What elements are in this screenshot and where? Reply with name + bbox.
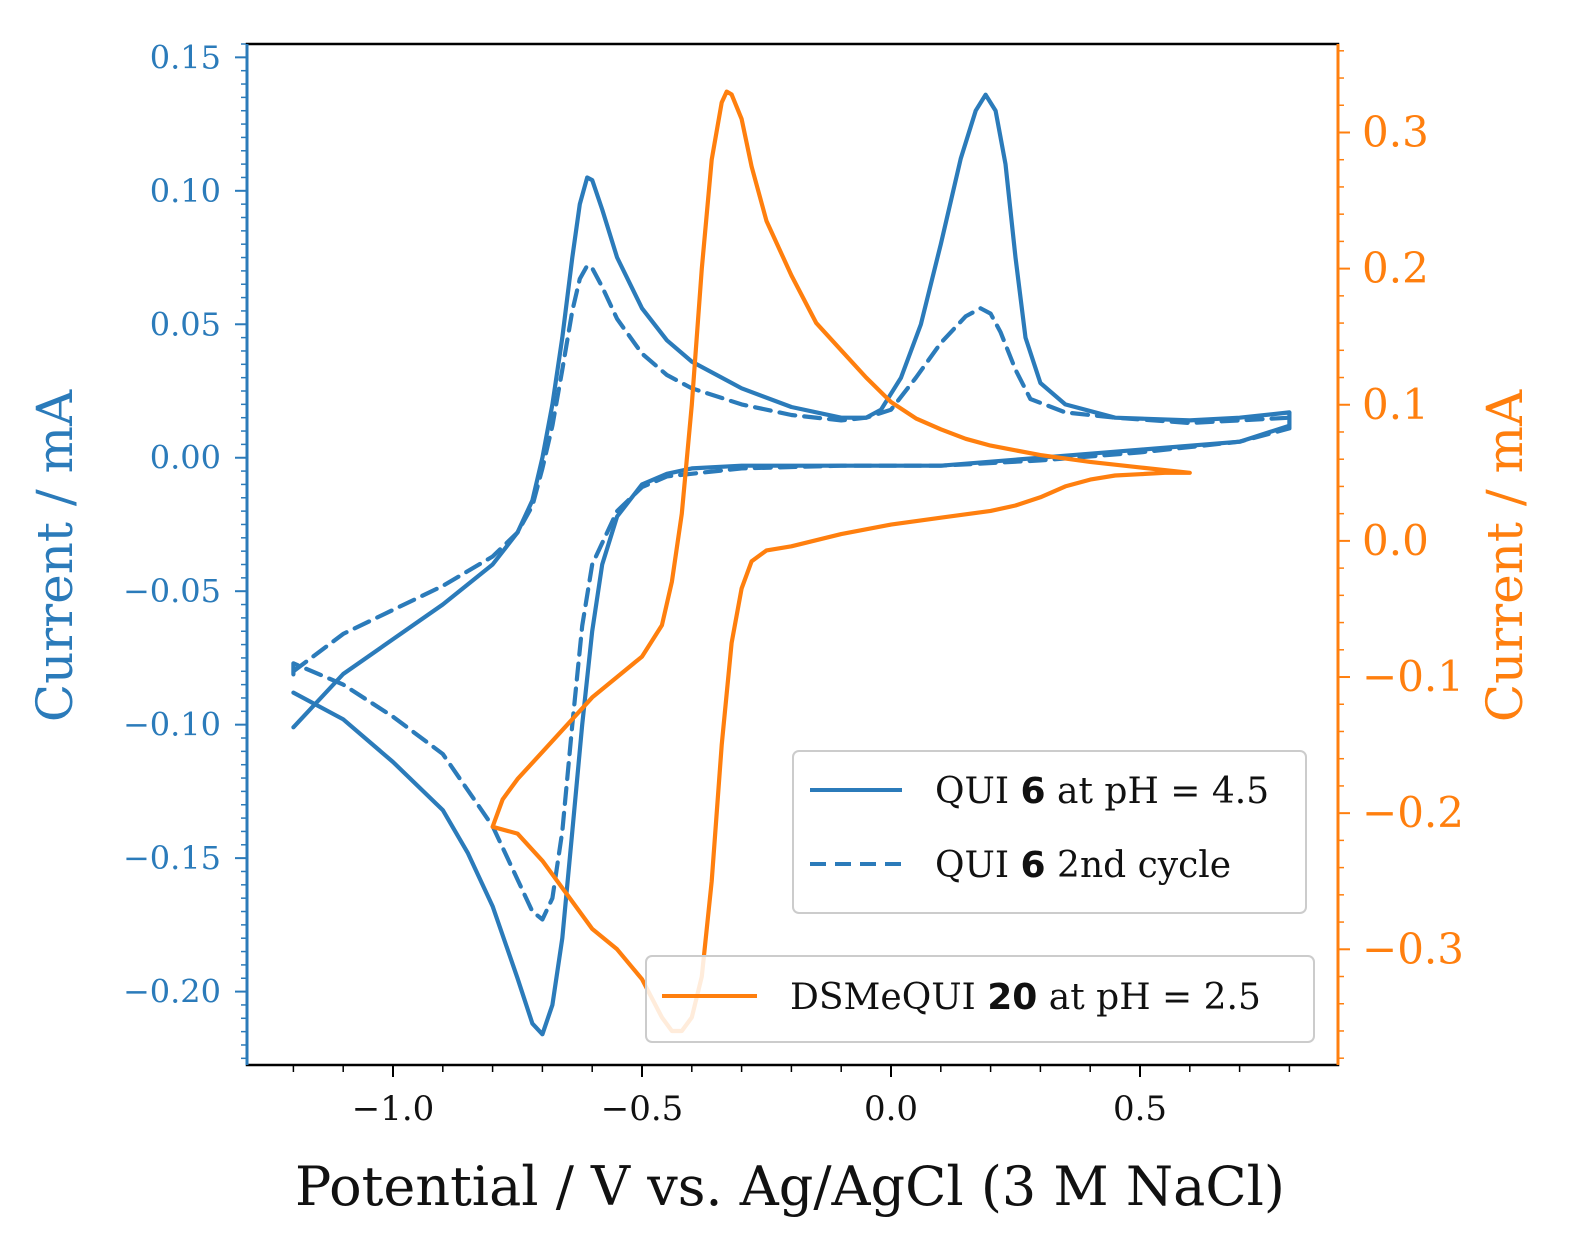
left-tick-label: −0.15	[123, 839, 221, 877]
x-tick-label: −0.5	[601, 1089, 684, 1129]
left-tick-label: 0.15	[150, 38, 221, 76]
series-line-2	[291, 263, 1292, 922]
left-tick-label: −0.10	[123, 706, 221, 744]
left-tick-label: −0.05	[123, 572, 221, 610]
legend-label-qui6: QUI 6 at pH = 4.5	[935, 771, 1269, 812]
x-tick-label: −1.0	[352, 1089, 435, 1129]
left-tick-label: 0.00	[150, 439, 221, 477]
legend-lower: DSMeQUI 20 at pH = 2.5	[645, 955, 1315, 1043]
right-tick-label: 0.0	[1362, 516, 1429, 565]
right-axis-label: Current / mA	[1476, 389, 1534, 722]
left-tick-label: −0.20	[123, 973, 221, 1011]
x-axis-label: Potential / V vs. Ag/AgCl (3 M NaCl)	[295, 1155, 1285, 1218]
right-tick-label: −0.2	[1362, 788, 1464, 837]
legend-upper-box	[792, 750, 1307, 914]
x-tick-label: 0.5	[1113, 1089, 1167, 1129]
legend-upper: QUI 6 at pH = 4.5 QUI 6 2nd cycle	[792, 750, 1307, 914]
series-line-1	[291, 92, 1292, 1037]
left-tick-label: 0.10	[150, 172, 221, 210]
series-line-3	[490, 89, 1192, 1034]
x-tick-label: 0.0	[864, 1089, 918, 1129]
legend-label-dsmequi20: DSMeQUI 20 at pH = 2.5	[790, 977, 1261, 1018]
left-axis-label: Current / mA	[26, 389, 84, 722]
left-tick-label: 0.05	[150, 305, 221, 343]
legend-lower-box	[645, 955, 1315, 1043]
right-tick-label: −0.3	[1362, 924, 1464, 973]
right-tick-label: 0.2	[1362, 244, 1429, 293]
right-tick-label: −0.1	[1362, 652, 1464, 701]
legend-label-qui6-2nd: QUI 6 2nd cycle	[935, 845, 1231, 886]
right-tick-label: 0.1	[1362, 380, 1429, 429]
right-tick-label: 0.3	[1362, 107, 1429, 156]
